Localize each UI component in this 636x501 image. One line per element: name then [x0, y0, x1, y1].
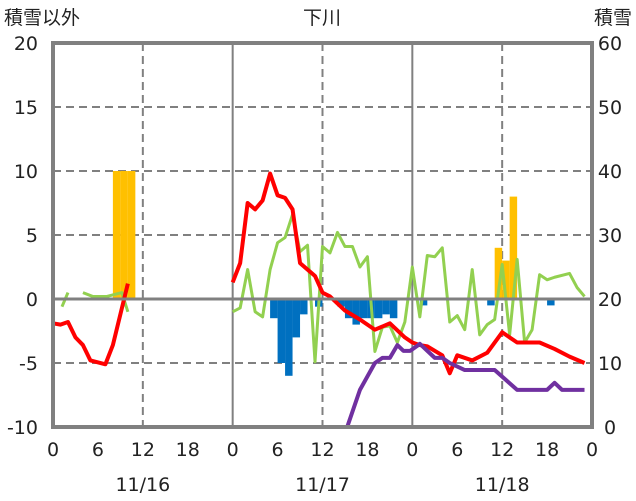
bar-orange [509, 196, 518, 299]
x-tick: 0 [586, 439, 598, 461]
bar-blue [277, 299, 286, 363]
x-tick: 12 [131, 439, 155, 461]
bar-blue [352, 299, 360, 325]
bar-blue [285, 299, 293, 376]
bar-orange [502, 260, 510, 299]
bar-blue [547, 299, 555, 306]
y-tick-left: 20 [14, 33, 38, 55]
line-purple [232, 341, 585, 429]
bar-orange [127, 171, 136, 299]
x-tick: 18 [176, 439, 200, 461]
date-label: 11/17 [295, 474, 350, 496]
y-tick-left: -10 [7, 417, 38, 439]
y-tick-right: 0 [604, 417, 616, 439]
bar-blue [344, 299, 353, 319]
right-axis-title: 積雪 [594, 7, 632, 29]
date-label: 11/18 [475, 474, 530, 496]
x-tick: 12 [490, 439, 514, 461]
left-axis-title: 積雪以外 [4, 7, 80, 29]
y-tick-right: 10 [598, 353, 622, 375]
chart-title: 下川 [303, 7, 341, 29]
y-tick-left: 0 [26, 289, 38, 311]
bar-blue [382, 299, 390, 315]
x-tick: 0 [47, 439, 59, 461]
line-red [52, 283, 130, 367]
y-tick-right: 60 [598, 33, 622, 55]
x-tick: 6 [451, 439, 463, 461]
bar-orange [120, 171, 128, 299]
y-tick-left: -5 [19, 353, 38, 375]
plot-frame [51, 41, 594, 429]
x-tick: 6 [92, 439, 104, 461]
bar-orange [494, 247, 503, 299]
bar-blue [292, 299, 301, 338]
bar-blue [359, 299, 368, 319]
y-tick-right: 50 [598, 97, 622, 119]
bar-blue [270, 299, 278, 319]
bar-blue [419, 299, 428, 306]
bar-blue [337, 299, 345, 307]
y-tick-left: 10 [14, 161, 38, 183]
line-red [230, 171, 586, 376]
x-tick: 18 [535, 439, 559, 461]
y-tick-right: 30 [598, 225, 622, 247]
bar-blue [487, 299, 495, 306]
y-tick-right: 20 [598, 289, 622, 311]
x-tick: 18 [355, 439, 379, 461]
y-tick-right: 40 [598, 161, 622, 183]
y-tick-left: 15 [14, 97, 38, 119]
bar-blue [389, 299, 398, 319]
x-tick: 0 [227, 439, 239, 461]
date-label: 11/16 [115, 474, 170, 496]
x-tick: 12 [310, 439, 334, 461]
y-tick-left: 5 [26, 225, 38, 247]
line-green [231, 213, 586, 364]
bar-orange [112, 171, 121, 299]
x-tick: 6 [272, 439, 284, 461]
x-tick: 0 [406, 439, 418, 461]
bar-blue [374, 299, 383, 319]
bar-blue [300, 299, 308, 315]
